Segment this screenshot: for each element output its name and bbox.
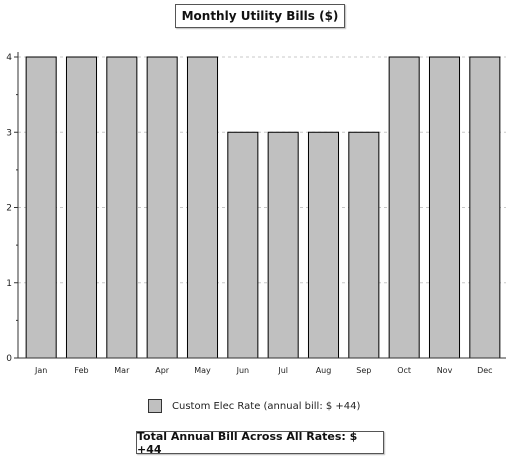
legend-label: Custom Elec Rate (annual bill: $ +44) <box>172 400 361 412</box>
x-tick-label: Oct <box>397 366 411 375</box>
bar <box>469 56 501 359</box>
bar <box>267 131 299 359</box>
total-annual-bill-text: Total Annual Bill Across All Rates: $ +4… <box>137 429 358 456</box>
y-tick-label: 4 <box>6 53 12 63</box>
x-tick-label: Apr <box>155 366 170 375</box>
chart-title-text: Monthly Utility Bills ($) <box>181 9 339 23</box>
bar <box>65 56 98 359</box>
legend-swatch <box>148 399 162 413</box>
x-tick-label: May <box>194 366 211 375</box>
total-annual-bill: Total Annual Bill Across All Rates: $ +4… <box>136 429 384 456</box>
bar <box>146 56 178 359</box>
bar <box>106 56 138 359</box>
bar <box>227 131 259 359</box>
x-tick-label: Jun <box>236 366 250 375</box>
y-tick-label: 2 <box>6 204 12 214</box>
x-tick-label: Mar <box>114 366 130 375</box>
y-tick-label: 3 <box>6 128 12 138</box>
bar <box>186 56 219 359</box>
bar <box>388 56 420 359</box>
bar-chart: 0 1 2 3 4 Jan Feb Mar Apr May Jun Jul Aug Sep Oct Nov De… <box>6 52 506 375</box>
bar <box>348 131 380 359</box>
y-tick-label: 0 <box>6 354 12 364</box>
chart-title: Monthly Utility Bills ($) <box>175 4 345 28</box>
y-tick-label: 1 <box>6 279 12 289</box>
x-tick-label: Dec <box>477 366 492 375</box>
bar <box>307 131 340 359</box>
bar <box>25 56 57 359</box>
bar <box>428 56 461 359</box>
x-tick-label: Jul <box>277 366 288 375</box>
x-tick-label: Feb <box>74 366 88 375</box>
chart-legend: Custom Elec Rate (annual bill: $ +44) <box>148 398 360 414</box>
x-tick-label: Nov <box>437 366 453 375</box>
x-tick-label: Jan <box>34 366 47 375</box>
x-tick-label: Aug <box>316 366 332 375</box>
x-tick-label: Sep <box>356 366 371 375</box>
